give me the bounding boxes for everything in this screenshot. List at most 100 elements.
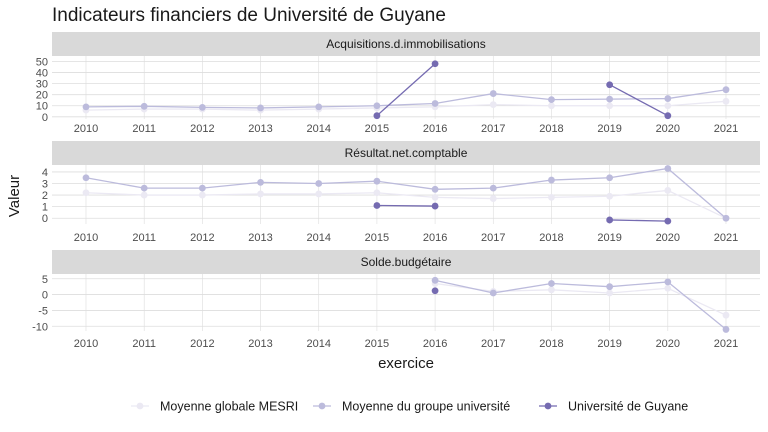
x-tick-label: 2018: [539, 123, 563, 135]
y-tick-label: 3: [42, 179, 48, 191]
x-tick-label: 2010: [74, 123, 98, 135]
legend-label: Moyenne du groupe université: [342, 400, 510, 414]
data-point: [373, 177, 381, 185]
data-point: [722, 214, 730, 222]
x-tick-label: 2011: [132, 338, 156, 350]
x-tick-label: 2011: [132, 123, 156, 135]
x-tick-label: 2010: [74, 232, 98, 244]
legend-key-point: [136, 402, 144, 410]
data-point: [257, 178, 264, 186]
x-tick-label: 2020: [656, 123, 680, 135]
x-tick-label: 2013: [248, 123, 272, 135]
y-tick-label: 10: [36, 101, 48, 113]
series-line: [85, 100, 727, 111]
x-tick-label: 2019: [597, 232, 621, 244]
data-point: [606, 174, 614, 182]
data-point: [664, 187, 672, 194]
y-tick-label: 40: [36, 68, 48, 80]
x-tick-label: 2012: [190, 232, 214, 244]
facet-panel: Acquisitions.d.immobilisations 0102030405…: [36, 32, 760, 135]
x-tick-label: 2017: [481, 338, 505, 350]
x-tick-label: 2018: [539, 232, 563, 244]
data-point: [606, 95, 614, 103]
series-line: [434, 279, 727, 330]
data-point: [431, 287, 439, 295]
data-point: [664, 278, 672, 286]
series-line: [85, 189, 727, 219]
x-tick-label: 2015: [365, 123, 389, 135]
data-point: [606, 216, 614, 224]
x-tick-label: 2020: [656, 338, 680, 350]
legend: Moyenne globale MESRI Moyenne du groupe u…: [131, 400, 688, 414]
data-point: [606, 192, 614, 200]
facet-strip: [52, 141, 760, 165]
legend-label: Université de Guyane: [568, 400, 688, 414]
x-tick-label: 2016: [423, 338, 447, 350]
series-line: [609, 84, 669, 117]
data-point: [373, 102, 381, 110]
x-axis-title: exercice: [378, 355, 434, 372]
y-tick-label: 0: [42, 290, 48, 302]
data-point: [722, 97, 730, 105]
data-point: [489, 184, 497, 192]
facet-panel: Solde.budgétaire -10 -5 0 5 2010 2011 2012 2013 2…: [32, 250, 760, 350]
y-tick-label: 0: [42, 112, 48, 124]
x-tick-label: 2015: [365, 338, 389, 350]
x-tick-label: 2021: [714, 232, 738, 244]
data-point: [198, 103, 206, 111]
x-tick-label: 2012: [190, 338, 214, 350]
y-axis-title: Valeur: [6, 175, 23, 217]
data-point: [140, 102, 148, 110]
data-point: [722, 311, 730, 319]
data-point: [664, 165, 672, 172]
data-point: [82, 189, 90, 197]
facet-strip: [52, 250, 760, 274]
x-tick-label: 2020: [656, 232, 680, 244]
x-tick-label: 2016: [423, 232, 447, 244]
data-point: [431, 193, 439, 201]
data-point: [431, 60, 439, 68]
y-tick-label: 0: [42, 213, 48, 225]
data-point: [373, 112, 381, 120]
data-point: [606, 283, 614, 291]
x-tick-label: 2021: [714, 123, 738, 135]
x-tick-label: 2014: [306, 232, 330, 244]
data-point: [315, 103, 323, 111]
facet-strip: [52, 32, 760, 56]
data-point: [489, 90, 497, 97]
legend-item: Moyenne globale MESRI: [131, 400, 298, 414]
data-point: [373, 189, 381, 197]
y-tick-label: 1: [42, 202, 48, 214]
series-line: [435, 282, 727, 316]
x-tick-label: 2013: [248, 232, 272, 244]
y-tick-label: 2: [42, 190, 48, 202]
data-point: [257, 190, 264, 198]
series-line: [376, 204, 436, 207]
data-point: [664, 95, 672, 102]
x-tick-label: 2017: [481, 123, 505, 135]
x-tick-label: 2018: [539, 338, 563, 350]
series-line: [376, 63, 436, 117]
y-tick-label: 30: [36, 79, 48, 91]
data-point: [431, 276, 439, 284]
x-tick-label: 2016: [423, 123, 447, 135]
data-point: [198, 184, 206, 192]
x-tick-label: 2015: [365, 232, 389, 244]
data-point: [548, 96, 555, 104]
data-point: [606, 289, 614, 297]
y-tick-label: 4: [42, 167, 48, 179]
x-tick-label: 2011: [132, 232, 156, 244]
data-point: [548, 286, 555, 294]
data-point: [548, 193, 555, 201]
facet-strip-label: Solde.budgétaire: [361, 255, 452, 269]
legend-label: Moyenne globale MESRI: [160, 400, 298, 414]
y-tick-label: -10: [32, 321, 48, 333]
chart-title: Indicateurs financiers de Université de …: [52, 5, 446, 26]
data-point: [373, 202, 381, 209]
data-point: [257, 104, 264, 112]
data-point: [606, 81, 614, 89]
legend-item: Moyenne du groupe université: [313, 400, 510, 414]
x-tick-label: 2014: [306, 123, 330, 135]
x-tick-label: 2013: [248, 338, 272, 350]
